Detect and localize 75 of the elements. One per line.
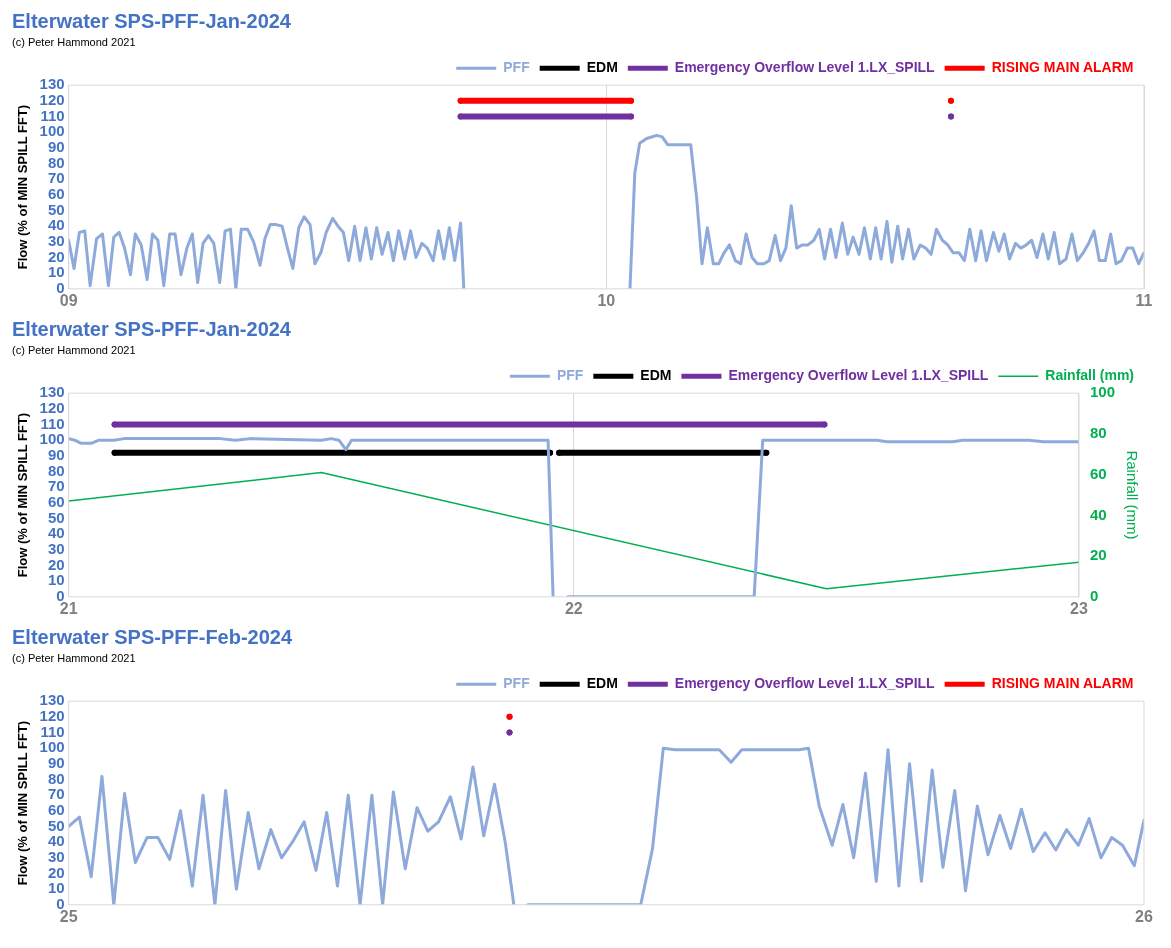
y2-tick-label: 80 [1089, 424, 1107, 442]
y-tick-label: 130 [39, 691, 65, 709]
y-tick-label: 130 [39, 75, 65, 93]
chart-subtitle: (c) Peter Hammond 2021 [12, 343, 136, 356]
legend-label: EDM [586, 675, 618, 692]
legend-label: Emergency Overflow Level 1.LX_SPILL [674, 59, 936, 76]
y-axis-title: Flow (% of MIN SPILL FFT) [15, 412, 31, 578]
y2-tick-label: 60 [1089, 464, 1107, 482]
y-tick-label: 120 [39, 399, 65, 416]
y2-tick-label: 0 [1089, 586, 1099, 604]
y-tick-label: 80 [47, 153, 65, 171]
y-tick-label: 80 [47, 461, 65, 479]
y-tick-label: 20 [47, 555, 65, 573]
y-tick-label: 40 [47, 216, 65, 234]
y-tick-label: 0 [56, 894, 65, 912]
chart-title: Elterwater SPS-PFF-Jan-2024 [12, 317, 292, 340]
y-tick-label: 40 [47, 524, 65, 542]
x-tick-label: 23 [1070, 599, 1088, 617]
y-tick-label: 100 [39, 430, 65, 448]
legend-label: Rainfall (mm) [1045, 367, 1135, 384]
y-tick-label: 10 [47, 263, 65, 281]
y-tick-label: 50 [47, 508, 65, 526]
legend-label: PFF [556, 367, 584, 384]
y2-tick-label: 40 [1089, 505, 1107, 523]
legend-label: EDM [586, 59, 618, 76]
y-axis-title: Flow (% of MIN SPILL FFT) [15, 104, 31, 270]
y-tick-label: 30 [47, 231, 65, 249]
legend-label: RISING MAIN ALARM [991, 59, 1134, 76]
y2-tick-label: 20 [1089, 546, 1107, 564]
legend-label: RISING MAIN ALARM [991, 675, 1134, 692]
y-tick-label: 60 [47, 492, 65, 510]
legend-label: EDM [640, 367, 672, 384]
y-tick-label: 120 [39, 707, 65, 724]
y-tick-label: 30 [47, 539, 65, 557]
chart-subtitle: (c) Peter Hammond 2021 [12, 35, 136, 48]
y-tick-label: 70 [47, 169, 65, 187]
y-tick-label: 20 [47, 247, 65, 265]
chart-subtitle: (c) Peter Hammond 2021 [12, 651, 136, 664]
y-tick-label: 70 [47, 785, 65, 803]
legend-label: PFF [503, 675, 531, 692]
legend-label: Emergency Overflow Level 1.LX_SPILL [674, 675, 936, 692]
y-tick-label: 0 [56, 278, 65, 296]
x-tick-label: 26 [1135, 907, 1153, 925]
x-tick-label: 22 [564, 599, 583, 617]
y-tick-label: 110 [40, 106, 65, 124]
y-tick-label: 50 [47, 816, 65, 834]
legend-label: PFF [503, 59, 531, 76]
y-tick-label: 40 [47, 832, 65, 850]
chart-title: Elterwater SPS-PFF-Jan-2024 [12, 9, 292, 32]
y2-axis-title: Rainfall (mm) [1123, 450, 1141, 540]
y-tick-label: 10 [47, 879, 65, 897]
y-tick-label: 110 [40, 722, 65, 740]
y-tick-label: 90 [47, 137, 65, 155]
x-tick-label: 10 [597, 291, 616, 309]
y-tick-label: 100 [39, 738, 65, 756]
y-axis-title: Flow (% of MIN SPILL FFT) [15, 720, 31, 886]
y-tick-label: 50 [47, 200, 65, 218]
y-tick-label: 90 [47, 445, 65, 463]
y2-tick-label: 100 [1089, 383, 1115, 401]
chart-title: Elterwater SPS-PFF-Feb-2024 [12, 625, 293, 648]
y-tick-label: 110 [40, 414, 65, 432]
y-tick-label: 100 [39, 122, 65, 140]
y-tick-label: 60 [47, 800, 65, 818]
y-tick-label: 20 [47, 863, 65, 881]
legend-label: Emergency Overflow Level 1.LX_SPILL [728, 367, 989, 384]
y-tick-label: 130 [39, 383, 65, 401]
y-tick-label: 30 [47, 847, 65, 865]
y-tick-label: 70 [47, 477, 65, 495]
x-tick-label: 11 [1135, 291, 1153, 309]
y-tick-label: 10 [47, 571, 65, 589]
y-tick-label: 0 [56, 586, 65, 604]
y-tick-label: 120 [39, 91, 65, 108]
y-tick-label: 80 [47, 769, 65, 787]
y-tick-label: 60 [47, 184, 65, 202]
y-tick-label: 90 [47, 753, 65, 771]
